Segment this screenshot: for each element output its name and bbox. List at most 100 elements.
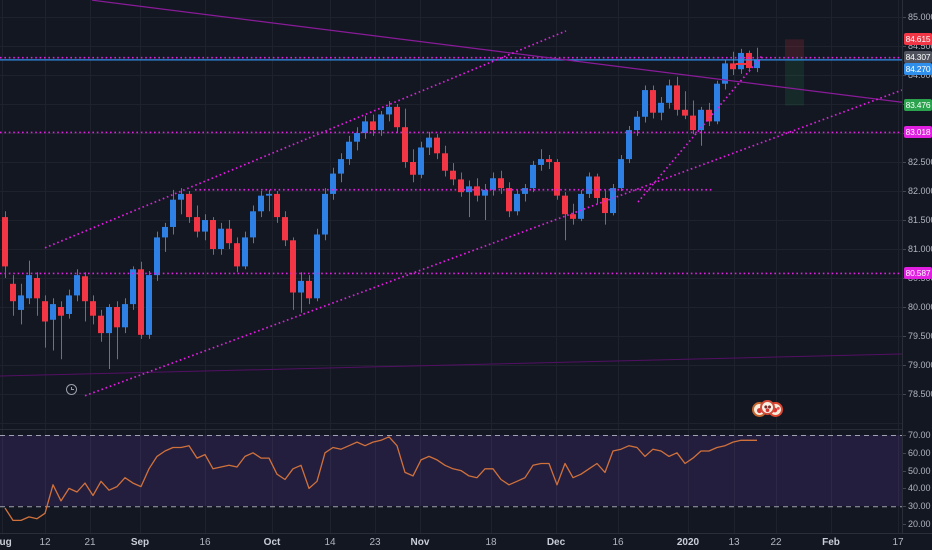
trendline-descending-resistance[interactable]: [91, 0, 902, 103]
axis-tick: [903, 17, 906, 18]
candle-body: [218, 228, 224, 249]
candle-body: [162, 226, 168, 238]
axis-tick: [903, 524, 906, 525]
position-profit-box[interactable]: [785, 57, 804, 106]
price-badge-83.476: 83.476: [904, 99, 932, 111]
candle-body: [386, 106, 392, 115]
candle-body: [714, 83, 720, 122]
price-axis-label: 81.000: [908, 244, 932, 254]
candle-body: [346, 141, 352, 160]
time-axis-label: 16: [199, 537, 211, 548]
price-axis-label: 82.000: [908, 186, 932, 196]
candle-body: [554, 162, 560, 196]
candle-body: [658, 102, 664, 113]
time-axis-label: 21: [84, 537, 96, 548]
candle-body: [290, 240, 296, 293]
time-axis-label: 18: [485, 537, 497, 548]
time-axis-label: 13: [728, 537, 740, 548]
price-axis-label: 50.00: [908, 466, 931, 476]
axis-tick: [903, 471, 906, 472]
pane-separator[interactable]: [0, 429, 902, 430]
emoji-sticker-cluster[interactable]: [752, 400, 784, 421]
candle-body: [570, 214, 576, 219]
trendline-steep-support[interactable]: [637, 54, 764, 203]
candle-body: [2, 217, 8, 267]
axis-tick: [903, 307, 906, 308]
candle-body: [306, 280, 312, 299]
candle-body: [146, 275, 152, 335]
price-axis-label: 30.00: [908, 501, 931, 511]
candle-body: [242, 237, 248, 267]
candle-body: [426, 137, 432, 148]
time-axis-label: 2020: [676, 537, 700, 548]
candle-body: [602, 197, 608, 214]
candle-body: [594, 176, 600, 198]
time-axis-label: Nov: [410, 537, 430, 548]
candle-body: [514, 193, 520, 212]
price-badge-83.018: 83.018: [904, 126, 932, 138]
price-axis-label: 20.00: [908, 519, 931, 529]
time-axis[interactable]: Aug 12 21 Sep 16 Oct 14 23 Nov 18 Dec 16 2020 13 22 Feb…: [0, 533, 932, 550]
candle-body: [546, 159, 552, 162]
price-axis-label: 70.00: [908, 430, 931, 440]
candle-body: [138, 269, 144, 335]
axis-tick: [903, 435, 906, 436]
time-axis-label: 16: [612, 537, 624, 548]
candle-body: [562, 195, 568, 215]
candle-body: [130, 269, 136, 305]
time-axis-label: Sep: [130, 537, 150, 548]
candle-body: [666, 85, 672, 103]
candle-body: [330, 173, 336, 194]
candle-body: [738, 52, 744, 70]
trendline-channel-upper[interactable]: [44, 30, 567, 249]
price-badge-84.615: 84.615: [904, 33, 932, 45]
trendline-channel-lower[interactable]: [84, 89, 902, 397]
price-axis-label: 82.500: [908, 157, 932, 167]
candle-body: [706, 109, 712, 122]
candle-body: [674, 85, 680, 110]
candle-body: [74, 275, 80, 296]
price-tick-marker[interactable]: [736, 62, 746, 65]
axis-tick: [903, 75, 906, 76]
candle-body: [194, 217, 200, 232]
candle-body: [234, 243, 240, 267]
rsi-line[interactable]: [4, 436, 757, 522]
candle-body: [186, 193, 192, 218]
price-axis-label: 79.000: [908, 360, 932, 370]
candle-body: [442, 153, 448, 171]
candle-body: [82, 276, 88, 302]
price-axis-label: 40.00: [908, 483, 931, 493]
price-badge-84.270: 84.270: [904, 63, 932, 75]
candle-body: [282, 217, 288, 241]
time-axis-label: 23: [369, 537, 381, 548]
price-axis-label: 84.500: [908, 41, 932, 51]
candle-body: [586, 176, 592, 194]
candle-body: [122, 304, 128, 328]
candle-body: [170, 199, 176, 227]
candle-body: [642, 90, 648, 117]
candle-body: [202, 220, 208, 232]
axis-tick: [903, 488, 906, 489]
time-axis-label: Oct: [263, 537, 281, 548]
chart-canvas[interactable]: [0, 0, 902, 533]
candle-body: [58, 307, 64, 316]
candle-body: [434, 137, 440, 154]
axis-tick: [903, 394, 906, 395]
candle-body: [690, 115, 696, 131]
candle-body: [50, 304, 56, 320]
axis-tick: [903, 162, 906, 163]
time-axis-label: 14: [324, 537, 336, 548]
candle-body: [250, 211, 256, 238]
candle-body: [266, 193, 272, 196]
trendline-faint-horizontal-support[interactable]: [0, 353, 902, 377]
candle-body: [66, 295, 72, 314]
axis-tick: [903, 249, 906, 250]
candle-body: [522, 188, 528, 194]
candle-body: [482, 189, 488, 196]
candle-body: [298, 280, 304, 293]
trendline-alert-clock-icon[interactable]: [66, 384, 77, 395]
price-axis[interactable]: 85.00084.50084.00083.50083.00082.50082.0…: [902, 0, 932, 533]
candle-body: [394, 106, 400, 128]
position-stop-box[interactable]: [785, 39, 804, 58]
